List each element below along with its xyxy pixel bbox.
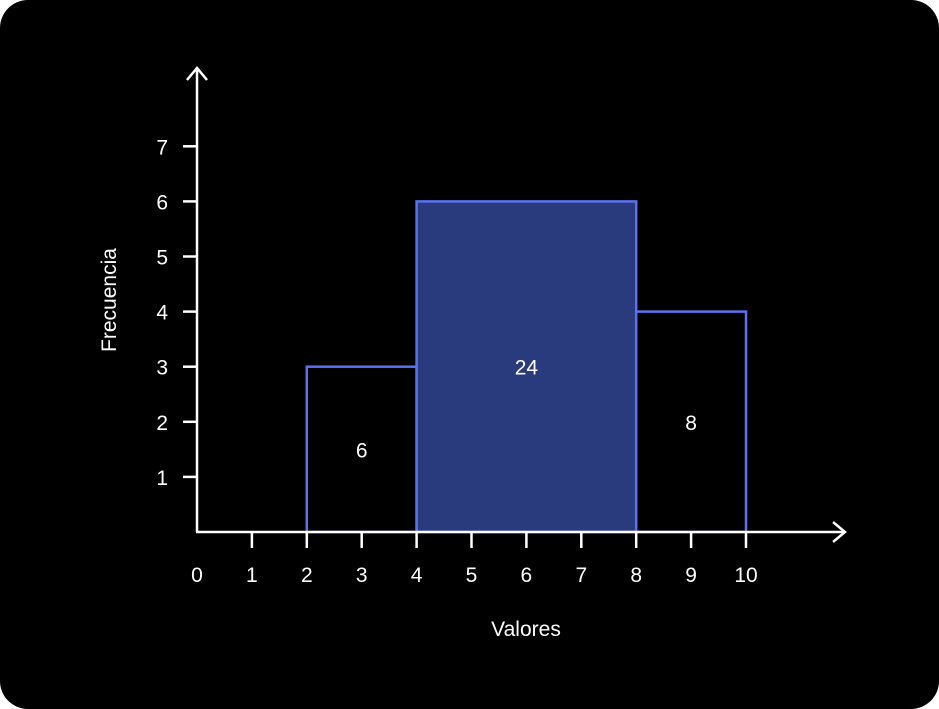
histogram-bar-2	[415, 200, 638, 534]
x-tick-label: 1	[246, 564, 258, 587]
x-axis-arrow	[832, 521, 847, 543]
histogram-bar-3	[634, 310, 748, 534]
y-tick-label: 7	[156, 136, 168, 159]
bar-label-3: 8	[685, 412, 697, 435]
x-tick-label: 9	[685, 564, 697, 587]
x-tick-label: 0	[191, 564, 203, 587]
x-ticks-group: 0 1 2 3 4 5 6 7 8 9 10	[191, 532, 758, 587]
y-axis-arrow	[186, 66, 208, 81]
bar-label-1: 6	[356, 439, 368, 462]
y-tick-label: 2	[156, 412, 168, 435]
histogram-bar-1	[305, 365, 418, 534]
x-tick-label: 10	[734, 564, 757, 587]
bars-group	[305, 200, 748, 534]
x-tick-label: 7	[575, 564, 587, 587]
y-ticks-group: 1 2 3 4 5 6 7	[156, 136, 197, 490]
y-tick-label: 3	[156, 357, 168, 380]
x-tick-label: 4	[411, 564, 423, 587]
y-tick-label: 5	[156, 247, 168, 270]
bar-label-2: 24	[515, 357, 539, 380]
y-axis-title: Frecuencia	[98, 248, 121, 352]
x-axis-title: Valores	[491, 618, 561, 641]
x-tick-label: 2	[301, 564, 313, 587]
y-tick-label: 1	[156, 467, 168, 490]
x-tick-label: 8	[630, 564, 642, 587]
y-tick-label: 6	[156, 191, 168, 214]
y-tick-label: 4	[156, 302, 168, 325]
x-tick-label: 6	[521, 564, 533, 587]
bar-labels-group: 6 24 8	[356, 357, 697, 463]
x-tick-label: 3	[356, 564, 368, 587]
x-tick-label: 5	[466, 564, 478, 587]
